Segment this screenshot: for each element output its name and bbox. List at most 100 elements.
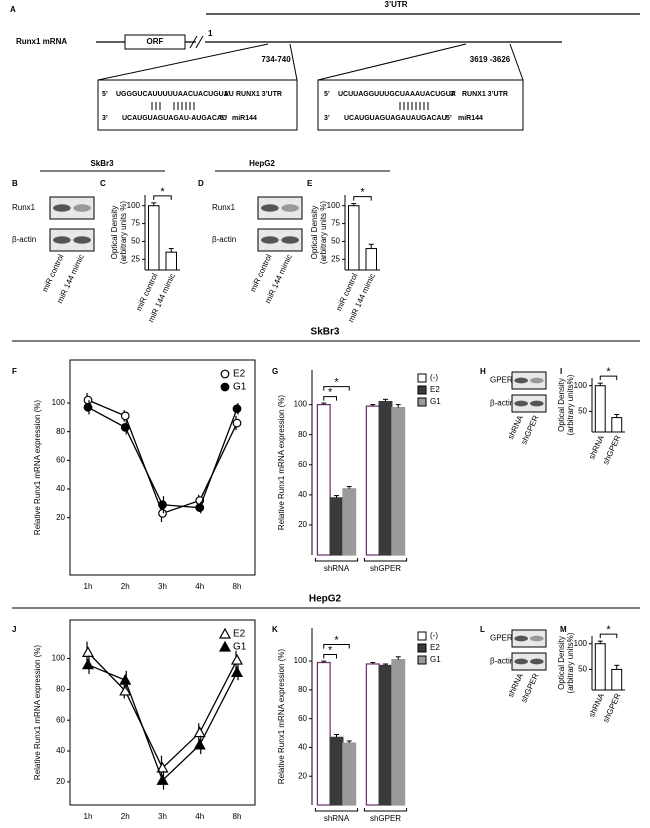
y-tick-label: 50 <box>331 237 340 246</box>
marker <box>119 684 132 696</box>
panel-letter: I <box>560 367 562 376</box>
legend-label: E2 <box>233 629 246 640</box>
x-tick-label: 8h <box>233 582 242 591</box>
band-label: β-actin <box>212 235 236 244</box>
band-label: Runx1 <box>12 203 36 212</box>
blot-frame <box>511 394 547 413</box>
three-prime: 3’ <box>224 91 230 98</box>
marker <box>193 738 206 750</box>
y-axis-label: (arbitrary units%) <box>566 374 575 435</box>
x-tick-label: 1h <box>84 812 93 821</box>
significance-star: * <box>160 186 165 198</box>
legend-label: E2 <box>430 643 440 652</box>
base-pairs <box>399 102 429 110</box>
section-header: HepG2 <box>309 594 342 605</box>
cell-line-header: HepG2 <box>249 159 275 168</box>
band <box>530 377 544 384</box>
legend-label: E2 <box>430 385 440 394</box>
y-tick-label: 40 <box>298 490 307 499</box>
bar <box>148 205 160 271</box>
cell-line-header: SkBr3 <box>90 159 114 168</box>
y-axis-label: Optical Density <box>557 636 566 690</box>
five-prime: 5’ <box>324 91 330 98</box>
band <box>281 236 299 244</box>
significance-bracket <box>323 654 337 659</box>
legend-marker <box>220 369 230 379</box>
panel-letter: L <box>480 625 485 634</box>
y-tick-label: 100 <box>52 398 66 407</box>
marker <box>83 395 93 405</box>
band <box>261 236 279 244</box>
x-tick-label: shGPER <box>370 564 401 573</box>
mir-sequence: UCAUGUAGUAGAUAUGACAU <box>344 115 447 122</box>
y-axis-label: Optical Density <box>557 378 566 432</box>
five-prime: 5’ <box>220 115 226 122</box>
blot-frame <box>511 371 547 390</box>
y-tick-label: 20 <box>298 771 307 780</box>
y-tick-label: 100 <box>574 639 588 648</box>
bar <box>594 385 606 433</box>
zoom-line <box>97 43 269 81</box>
bar <box>365 663 380 806</box>
line <box>87 399 238 515</box>
y-tick-label: 60 <box>56 455 65 464</box>
y-tick-label: 50 <box>131 237 140 246</box>
bar <box>329 736 344 806</box>
marker <box>156 774 169 785</box>
legend-swatch <box>417 385 427 395</box>
significance-star: * <box>328 644 333 656</box>
panel-letter: A <box>10 5 16 14</box>
panel-letter: E <box>307 179 313 188</box>
utr-sequence: UCUUAGGUUUGCUAAAUACUGUA <box>338 91 456 98</box>
legend-label: G1 <box>430 655 441 664</box>
y-tick-label: 100 <box>127 201 141 210</box>
significance-star: * <box>334 634 339 646</box>
blot-frame <box>511 652 547 671</box>
y-axis-label: (arbitrary units %) <box>319 201 328 264</box>
y-tick-label: 40 <box>56 746 65 755</box>
y-tick-label: 50 <box>578 407 587 416</box>
orf-box <box>124 34 186 50</box>
bar <box>378 664 393 806</box>
band <box>514 377 528 384</box>
y-tick-label: 20 <box>298 520 307 529</box>
bar <box>165 251 177 271</box>
band <box>73 204 91 212</box>
panel-letter: K <box>272 625 278 634</box>
line <box>87 651 238 770</box>
band-label: GPER <box>490 634 513 643</box>
utr-name: RUNX1 3’UTR <box>462 91 508 98</box>
band-label: Runx1 <box>212 203 236 212</box>
legend-marker <box>218 627 232 639</box>
three-prime: 3’ <box>102 115 108 122</box>
y-axis-label: Optical Density <box>310 206 319 260</box>
significance-bracket <box>323 386 350 391</box>
significance-bracket <box>153 195 172 200</box>
significance-star: * <box>334 376 339 388</box>
y-tick-label: 100 <box>294 656 308 665</box>
five-prime: 5’ <box>102 91 108 98</box>
y-tick-label: 80 <box>56 684 65 693</box>
y-tick-label: 100 <box>327 201 341 210</box>
section-header: SkBr3 <box>311 327 340 338</box>
marker <box>156 761 169 773</box>
band-label: β-actin <box>490 399 514 408</box>
marker <box>120 422 130 432</box>
y-tick-label: 100 <box>52 654 66 663</box>
legend-swatch <box>417 643 427 653</box>
mrna-diagram: A 3’UTR Runx1 mRNA ORF 1 734-740 3619 -3… <box>10 0 640 131</box>
bar <box>316 661 331 806</box>
mir-name: miR144 <box>232 115 257 122</box>
x-tick-label: shRNA <box>324 564 350 573</box>
bar <box>611 417 623 433</box>
panel-letter: C <box>100 179 106 188</box>
zoom-line <box>289 43 298 81</box>
band <box>261 204 279 212</box>
panel-letter: B <box>12 179 18 188</box>
marker <box>230 666 244 678</box>
x-tick-label: 4h <box>195 582 204 591</box>
band <box>73 236 91 244</box>
y-tick-label: 80 <box>298 430 307 439</box>
band <box>53 236 71 244</box>
five-prime: 5’ <box>446 115 452 122</box>
